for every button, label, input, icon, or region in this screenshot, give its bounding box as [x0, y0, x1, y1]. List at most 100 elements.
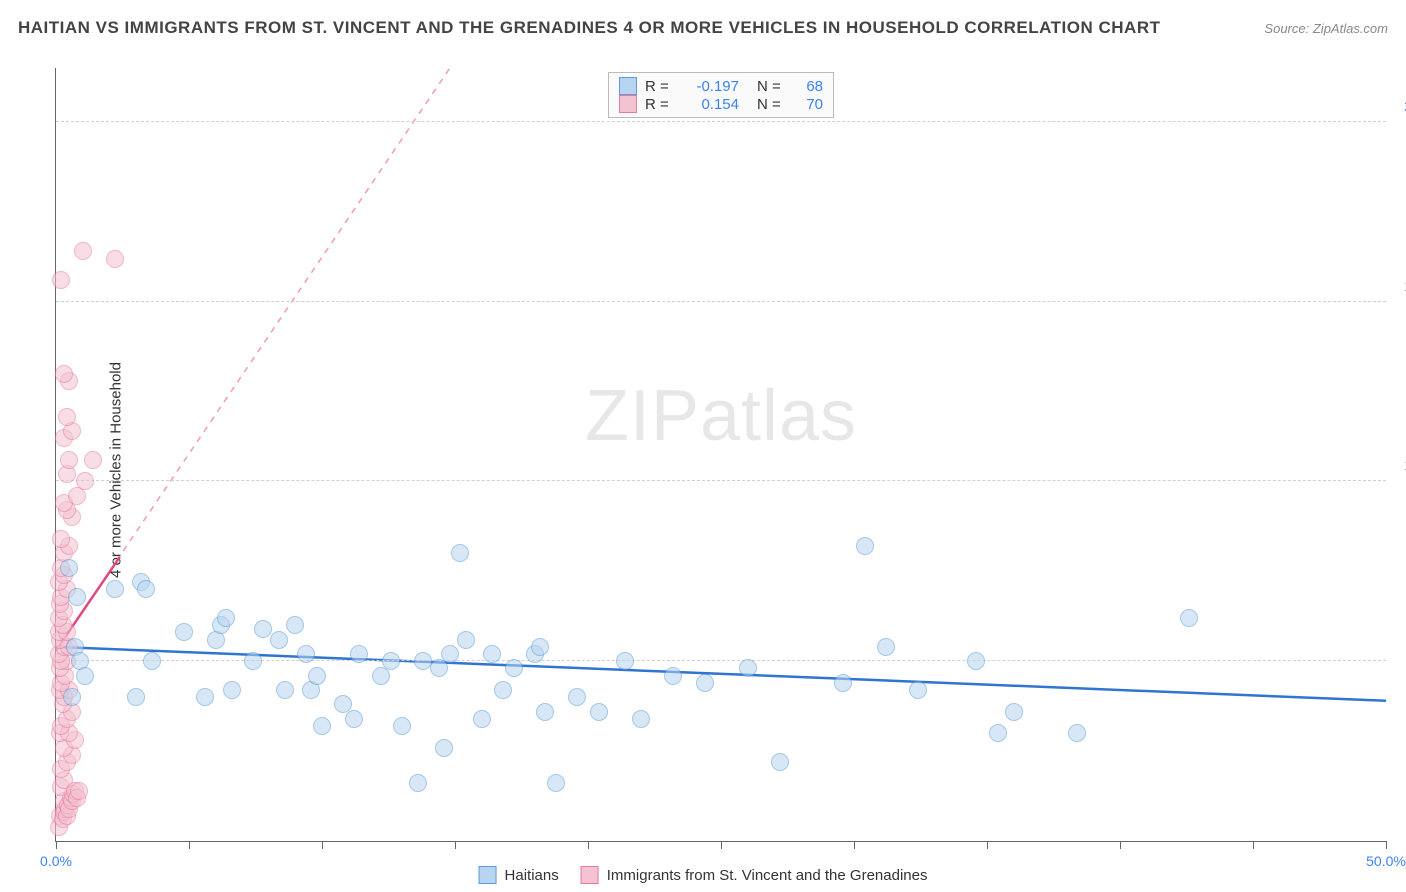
stat-n-value: 70: [793, 96, 823, 113]
data-point: [409, 774, 427, 792]
trend-lines: [56, 68, 1386, 841]
x-tick: [56, 841, 57, 849]
legend-swatch: [619, 77, 637, 95]
data-point: [313, 717, 331, 735]
stat-r-value: -0.197: [681, 78, 739, 95]
data-point: [494, 681, 512, 699]
data-point: [739, 659, 757, 677]
data-point: [664, 667, 682, 685]
gridline: [56, 301, 1386, 302]
stat-n-value: 68: [793, 78, 823, 95]
data-point: [473, 710, 491, 728]
data-point: [70, 782, 88, 800]
data-point: [297, 645, 315, 663]
watermark-atlas: atlas: [700, 376, 857, 456]
stat-r-value: 0.154: [681, 96, 739, 113]
legend-item: Haitians: [479, 866, 559, 884]
data-point: [127, 688, 145, 706]
y-tick-label: 15.0%: [1394, 278, 1406, 294]
data-point: [217, 609, 235, 627]
watermark-zip: ZIP: [585, 376, 700, 456]
data-point: [483, 645, 501, 663]
data-point: [63, 688, 81, 706]
watermark: ZIPatlas: [585, 375, 857, 457]
stat-r-label: R =: [645, 78, 673, 95]
stats-row: R = -0.197 N = 68: [619, 77, 823, 95]
chart-area: 4 or more Vehicles in Household ZIPatlas…: [0, 48, 1406, 892]
data-point: [590, 703, 608, 721]
data-point: [60, 559, 78, 577]
x-tick: [1386, 841, 1387, 849]
stats-legend: R = -0.197 N = 68 R = 0.154 N = 70: [608, 72, 834, 118]
data-point: [68, 588, 86, 606]
data-point: [175, 623, 193, 641]
data-point: [909, 681, 927, 699]
data-point: [350, 645, 368, 663]
stat-r-label: R =: [645, 96, 673, 113]
data-point: [856, 537, 874, 555]
x-tick: [721, 841, 722, 849]
data-point: [308, 667, 326, 685]
x-tick: [854, 841, 855, 849]
data-point: [345, 710, 363, 728]
data-point: [451, 544, 469, 562]
data-point: [196, 688, 214, 706]
series-legend: Haitians Immigrants from St. Vincent and …: [479, 866, 928, 884]
stat-n-label: N =: [757, 96, 785, 113]
data-point: [76, 667, 94, 685]
data-point: [60, 451, 78, 469]
data-point: [1180, 609, 1198, 627]
x-tick: [588, 841, 589, 849]
data-point: [58, 408, 76, 426]
x-tick: [987, 841, 988, 849]
data-point: [536, 703, 554, 721]
data-point: [989, 724, 1007, 742]
data-point: [143, 652, 161, 670]
data-point: [616, 652, 634, 670]
data-point: [441, 645, 459, 663]
legend-item: Immigrants from St. Vincent and the Gren…: [581, 866, 928, 884]
x-tick: [455, 841, 456, 849]
data-point: [55, 365, 73, 383]
legend-swatch: [479, 866, 497, 884]
data-point: [457, 631, 475, 649]
data-point: [244, 652, 262, 670]
data-point: [254, 620, 272, 638]
data-point: [1005, 703, 1023, 721]
data-point: [632, 710, 650, 728]
data-point: [547, 774, 565, 792]
data-point: [270, 631, 288, 649]
data-point: [1068, 724, 1086, 742]
data-point: [106, 250, 124, 268]
y-tick-label: 10.0%: [1394, 457, 1406, 473]
legend-label: Haitians: [505, 867, 559, 884]
data-point: [276, 681, 294, 699]
data-point: [967, 652, 985, 670]
data-point: [382, 652, 400, 670]
x-tick: [1120, 841, 1121, 849]
x-tick-label: 0.0%: [40, 853, 72, 869]
y-tick-label: 20.0%: [1394, 98, 1406, 114]
plot-region: ZIPatlas R =-0.197N =68R =0.154N =70 5.0…: [55, 68, 1386, 842]
data-point: [877, 638, 895, 656]
x-tick-label: 50.0%: [1366, 853, 1406, 869]
stat-n-label: N =: [757, 78, 785, 95]
gridline: [56, 121, 1386, 122]
data-point: [76, 472, 94, 490]
trend-line: [56, 68, 1386, 650]
data-point: [834, 674, 852, 692]
data-point: [74, 242, 92, 260]
legend-swatch: [581, 866, 599, 884]
source: Source: ZipAtlas.com: [1264, 21, 1388, 36]
source-link[interactable]: ZipAtlas.com: [1313, 21, 1388, 36]
header: HAITIAN VS IMMIGRANTS FROM ST. VINCENT A…: [18, 18, 1388, 38]
x-tick: [1253, 841, 1254, 849]
data-point: [435, 739, 453, 757]
data-point: [286, 616, 304, 634]
legend-swatch: [619, 95, 637, 113]
data-point: [52, 271, 70, 289]
x-tick: [189, 841, 190, 849]
x-tick: [322, 841, 323, 849]
stats-row: R = 0.154 N = 70: [619, 95, 823, 113]
data-point: [505, 659, 523, 677]
